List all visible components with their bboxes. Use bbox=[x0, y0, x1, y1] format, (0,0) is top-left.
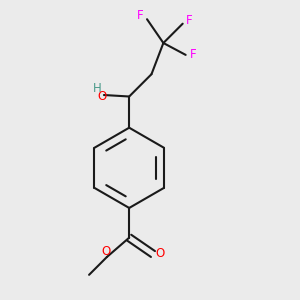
Text: H: H bbox=[93, 82, 102, 95]
Text: F: F bbox=[186, 14, 193, 27]
Text: F: F bbox=[137, 9, 144, 22]
Text: F: F bbox=[190, 48, 196, 62]
Text: O: O bbox=[97, 90, 106, 103]
Text: O: O bbox=[102, 245, 111, 258]
Text: O: O bbox=[155, 247, 164, 260]
